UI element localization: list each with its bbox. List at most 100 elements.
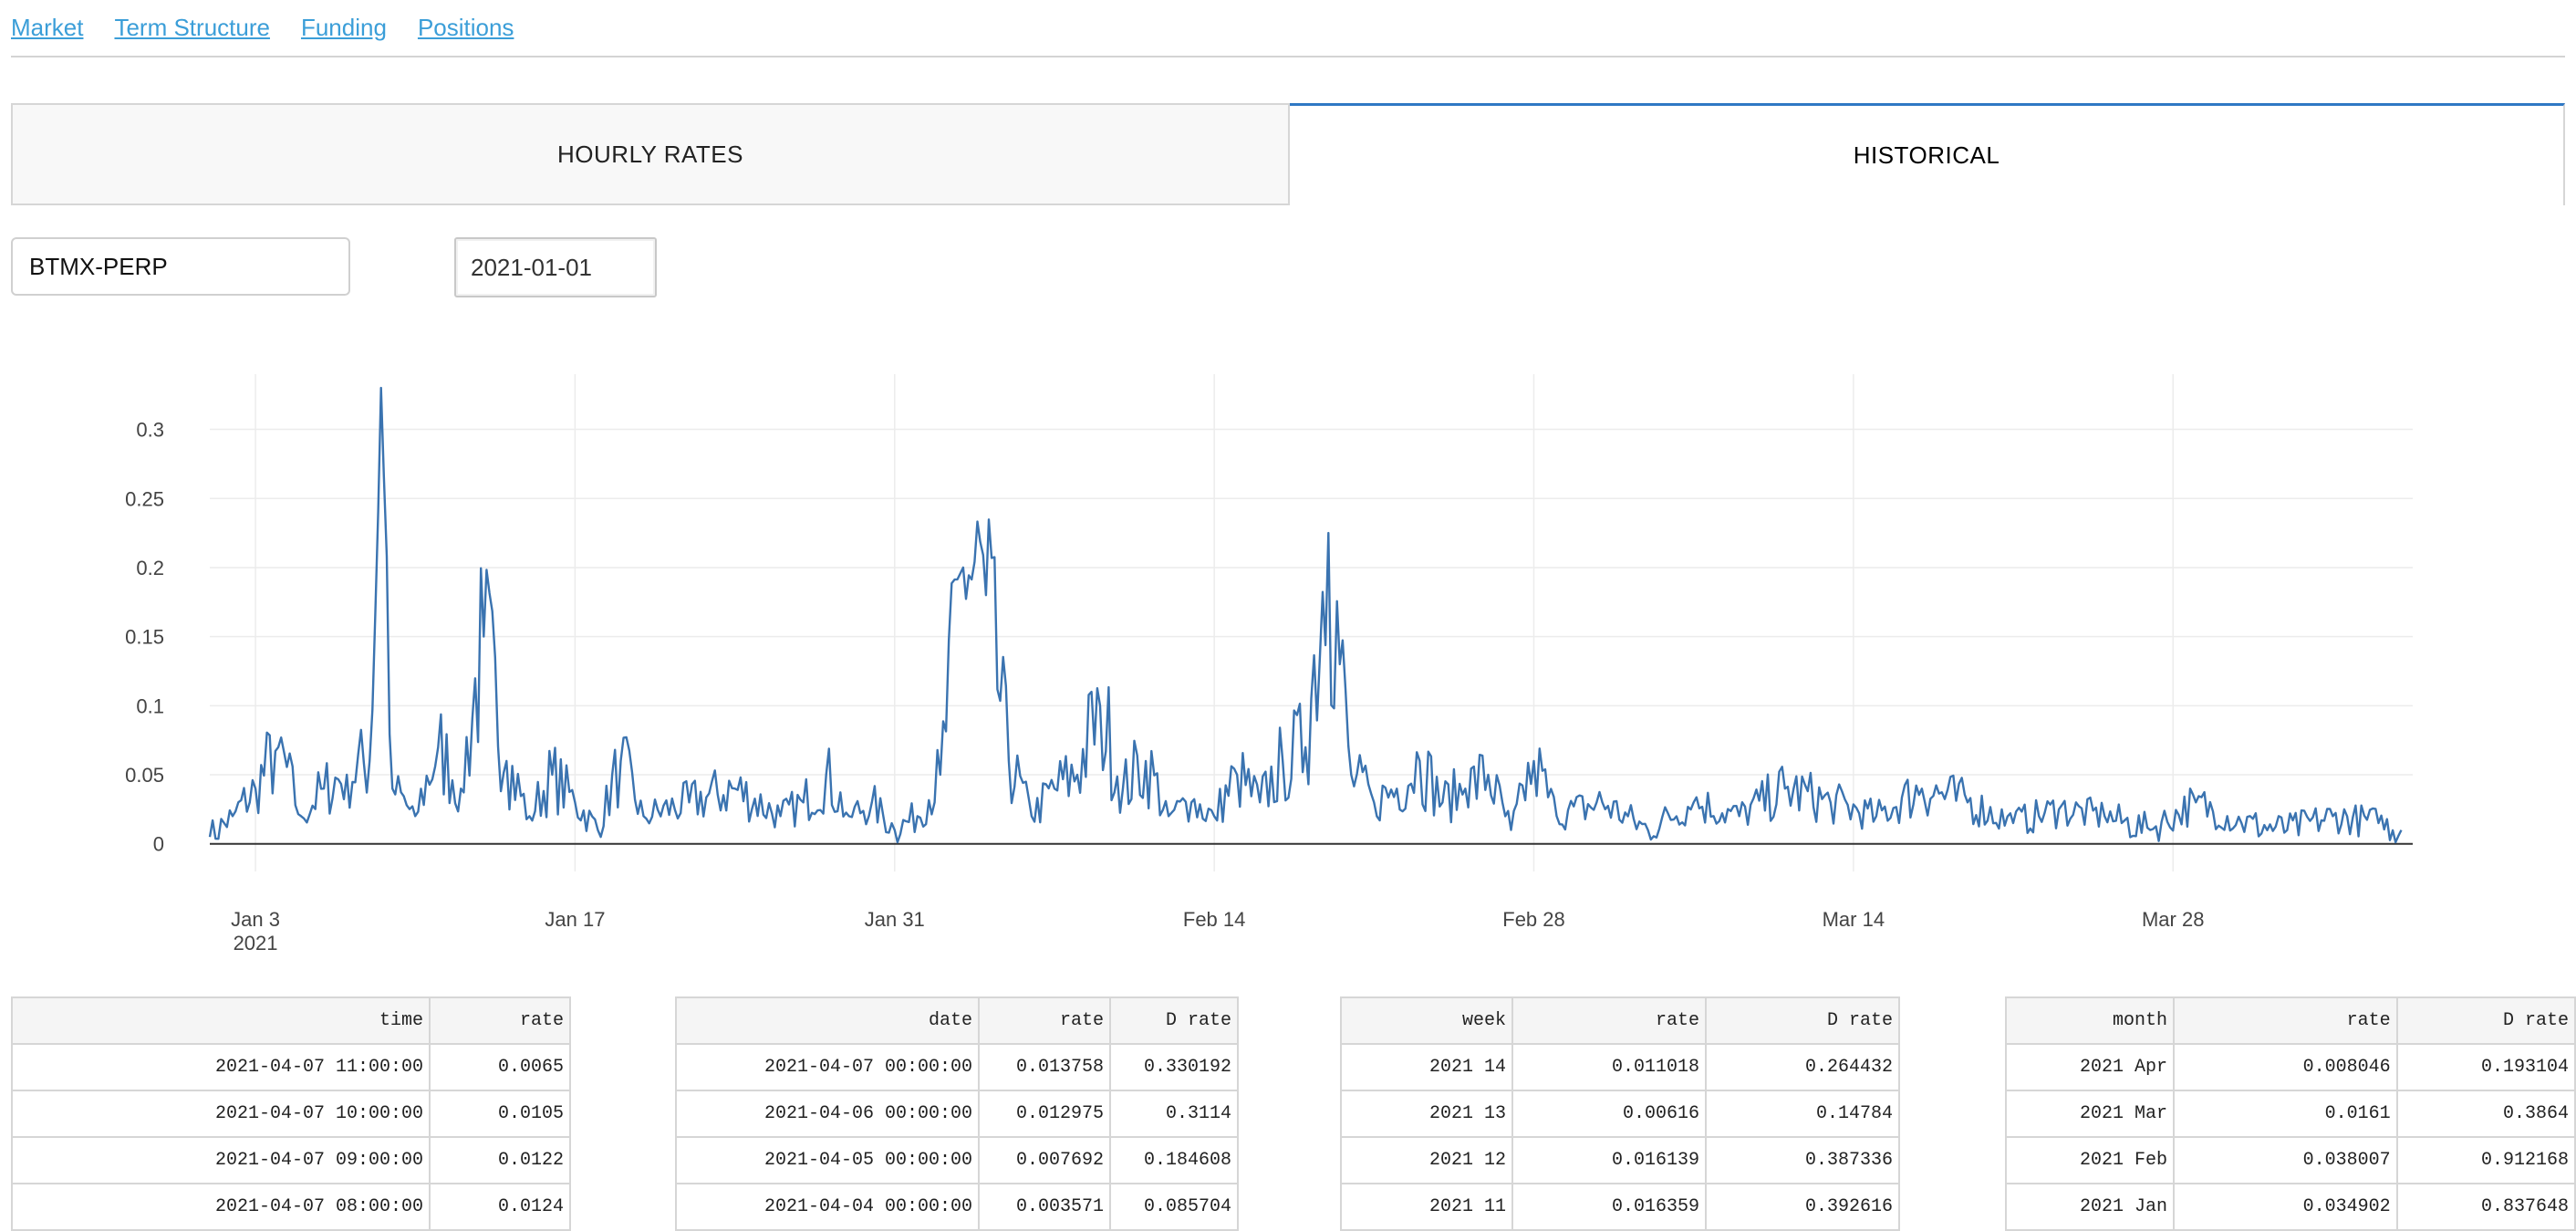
- header-d-rate[interactable]: D rate: [2395, 996, 2576, 1045]
- header-rate[interactable]: rate: [2172, 996, 2398, 1045]
- y-tick-label: 0.05: [125, 764, 164, 787]
- hourly-rows: 2021-04-07 11:00:00 0.0065 2021-04-07 10:0…: [11, 1043, 571, 1231]
- y-tick-label: 0.15: [125, 626, 164, 649]
- table-cell: 0.012975: [978, 1090, 1111, 1138]
- x-tick-label: Mar 28: [2142, 908, 2204, 931]
- header-rate[interactable]: rate: [1511, 996, 1707, 1045]
- header-rate[interactable]: rate: [429, 996, 571, 1045]
- header-d-rate[interactable]: D rate: [1109, 996, 1239, 1045]
- table-cell: 2021 Jan: [2005, 1183, 2175, 1231]
- table-cell: 2021-04-07 11:00:00: [11, 1043, 431, 1091]
- start-date-input[interactable]: [454, 237, 657, 297]
- table-cell: 2021-04-07 08:00:00: [11, 1183, 431, 1231]
- table-cell: 0.003571: [978, 1183, 1111, 1231]
- table-cell: 0.392616: [1705, 1183, 1900, 1231]
- table-cell: 2021-04-06 00:00:00: [675, 1090, 980, 1138]
- table-row[interactable]: 2021-04-07 11:00:00 0.0065: [11, 1043, 571, 1091]
- monthly-rates-table: month rate D rate 2021 Apr 0.008046 0.1931…: [2005, 996, 2576, 1231]
- header-rate[interactable]: rate: [978, 996, 1111, 1045]
- x-tick-label: Jan 31: [865, 908, 925, 931]
- weekly-rows: 2021 14 0.011018 0.264432 2021 13 0.00616 0.1…: [1340, 1043, 1900, 1231]
- header-d-rate[interactable]: D rate: [1705, 996, 1900, 1045]
- monthly-rows: 2021 Apr 0.008046 0.193104 2021 Mar 0.0161 0.…: [2005, 1043, 2576, 1231]
- table-cell: 0.14784: [1705, 1090, 1900, 1138]
- nav-link-market[interactable]: Market: [11, 13, 84, 41]
- table-cell: 0.387336: [1705, 1136, 1900, 1184]
- table-row[interactable]: 2021-04-07 08:00:00 0.0124: [11, 1183, 571, 1231]
- x-tick-label: 2021: [234, 932, 278, 955]
- nav-divider: [11, 56, 2565, 57]
- table-row[interactable]: 2021-04-07 00:00:00 0.013758 0.330192: [675, 1043, 1239, 1091]
- table-cell: 2021-04-07 09:00:00: [11, 1136, 431, 1184]
- symbol-input[interactable]: [11, 237, 350, 296]
- tab-historical[interactable]: HISTORICAL: [1290, 103, 2565, 205]
- x-tick-label: Jan 17: [545, 908, 605, 931]
- y-tick-label: 0: [153, 833, 164, 856]
- table-cell: 0.034902: [2172, 1183, 2398, 1231]
- table-cell: 0.3864: [2395, 1090, 2576, 1138]
- daily-rates-table: date rate D rate 2021-04-07 00:00:00 0.01…: [675, 996, 1239, 1231]
- table-cell: 0.013758: [978, 1043, 1111, 1091]
- nav-link-funding[interactable]: Funding: [300, 13, 387, 41]
- table-cell: 2021 11: [1340, 1183, 1513, 1231]
- header-date[interactable]: date: [675, 996, 980, 1045]
- table-row[interactable]: 2021 Feb 0.038007 0.912168: [2005, 1136, 2576, 1184]
- table-cell: 0.330192: [1109, 1043, 1239, 1091]
- table-cell: 2021-04-04 00:00:00: [675, 1183, 980, 1231]
- table-cell: 2021 Apr: [2005, 1043, 2175, 1091]
- table-row[interactable]: 2021 14 0.011018 0.264432: [1340, 1043, 1900, 1091]
- x-tick-label: Feb 28: [1502, 908, 1565, 931]
- table-row[interactable]: 2021 Jan 0.034902 0.837648: [2005, 1183, 2576, 1231]
- table-cell: 2021-04-05 00:00:00: [675, 1136, 980, 1184]
- header-time[interactable]: time: [11, 996, 431, 1045]
- table-row[interactable]: 2021-04-07 10:00:00 0.0105: [11, 1090, 571, 1138]
- table-cell: 0.011018: [1511, 1043, 1707, 1091]
- header-month[interactable]: month: [2005, 996, 2175, 1045]
- table-row[interactable]: 2021 Mar 0.0161 0.3864: [2005, 1090, 2576, 1138]
- tab-hourly-rates[interactable]: HOURLY RATES: [11, 103, 1290, 205]
- table-row[interactable]: 2021 Apr 0.008046 0.193104: [2005, 1043, 2576, 1091]
- table-cell: 0.007692: [978, 1136, 1111, 1184]
- table-cell: 0.016139: [1511, 1136, 1707, 1184]
- daily-rows: 2021-04-07 00:00:00 0.013758 0.330192 2021-…: [675, 1043, 1239, 1231]
- table-cell: 2021 13: [1340, 1090, 1513, 1138]
- nav-link-term-structure[interactable]: Term Structure: [114, 13, 270, 41]
- nav-link-positions[interactable]: Positions: [417, 13, 514, 41]
- table-cell: 0.0161: [2172, 1090, 2398, 1138]
- table-cell: 0.0105: [429, 1090, 571, 1138]
- table-cell: 0.0124: [429, 1183, 571, 1231]
- table-cell: 2021 14: [1340, 1043, 1513, 1091]
- table-row[interactable]: 2021-04-07 09:00:00 0.0122: [11, 1136, 571, 1184]
- x-tick-label: Feb 14: [1183, 908, 1246, 931]
- table-cell: 0.912168: [2395, 1136, 2576, 1184]
- table-cell: 2021-04-07 10:00:00: [11, 1090, 431, 1138]
- x-tick-label: Jan 3: [231, 908, 280, 931]
- chart-grid: [210, 374, 2413, 871]
- header-week[interactable]: week: [1340, 996, 1513, 1045]
- table-cell: 0.0122: [429, 1136, 571, 1184]
- table-row[interactable]: 2021-04-04 00:00:00 0.003571 0.085704: [675, 1183, 1239, 1231]
- table-row[interactable]: 2021 11 0.016359 0.392616: [1340, 1183, 1900, 1231]
- table-row[interactable]: 2021-04-06 00:00:00 0.012975 0.3114: [675, 1090, 1239, 1138]
- y-tick-label: 0.1: [136, 694, 164, 717]
- table-cell: 0.184608: [1109, 1136, 1239, 1184]
- table-cell: 0.038007: [2172, 1136, 2398, 1184]
- table-row[interactable]: 2021 13 0.00616 0.14784: [1340, 1090, 1900, 1138]
- table-cell: 2021-04-07 00:00:00: [675, 1043, 980, 1091]
- weekly-rates-table: week rate D rate 2021 14 0.011018 0.264432…: [1340, 996, 1900, 1231]
- top-nav: Market Term Structure Funding Positions: [11, 9, 514, 46]
- table-cell: 0.264432: [1705, 1043, 1900, 1091]
- y-tick-label: 0.3: [136, 419, 164, 442]
- table-cell: 0.00616: [1511, 1090, 1707, 1138]
- table-cell: 0.193104: [2395, 1043, 2576, 1091]
- x-tick-label: Mar 14: [1823, 908, 1885, 931]
- table-row[interactable]: 2021 12 0.016139 0.387336: [1340, 1136, 1900, 1184]
- table-cell: 0.837648: [2395, 1183, 2576, 1231]
- hourly-rates-table: time rate 2021-04-07 11:00:00 0.0065 2021-…: [11, 996, 571, 1231]
- table-cell: 2021 12: [1340, 1136, 1513, 1184]
- table-row[interactable]: 2021-04-05 00:00:00 0.007692 0.184608: [675, 1136, 1239, 1184]
- table-cell: 0.0065: [429, 1043, 571, 1091]
- table-cell: 0.008046: [2172, 1043, 2398, 1091]
- table-cell: 0.3114: [1109, 1090, 1239, 1138]
